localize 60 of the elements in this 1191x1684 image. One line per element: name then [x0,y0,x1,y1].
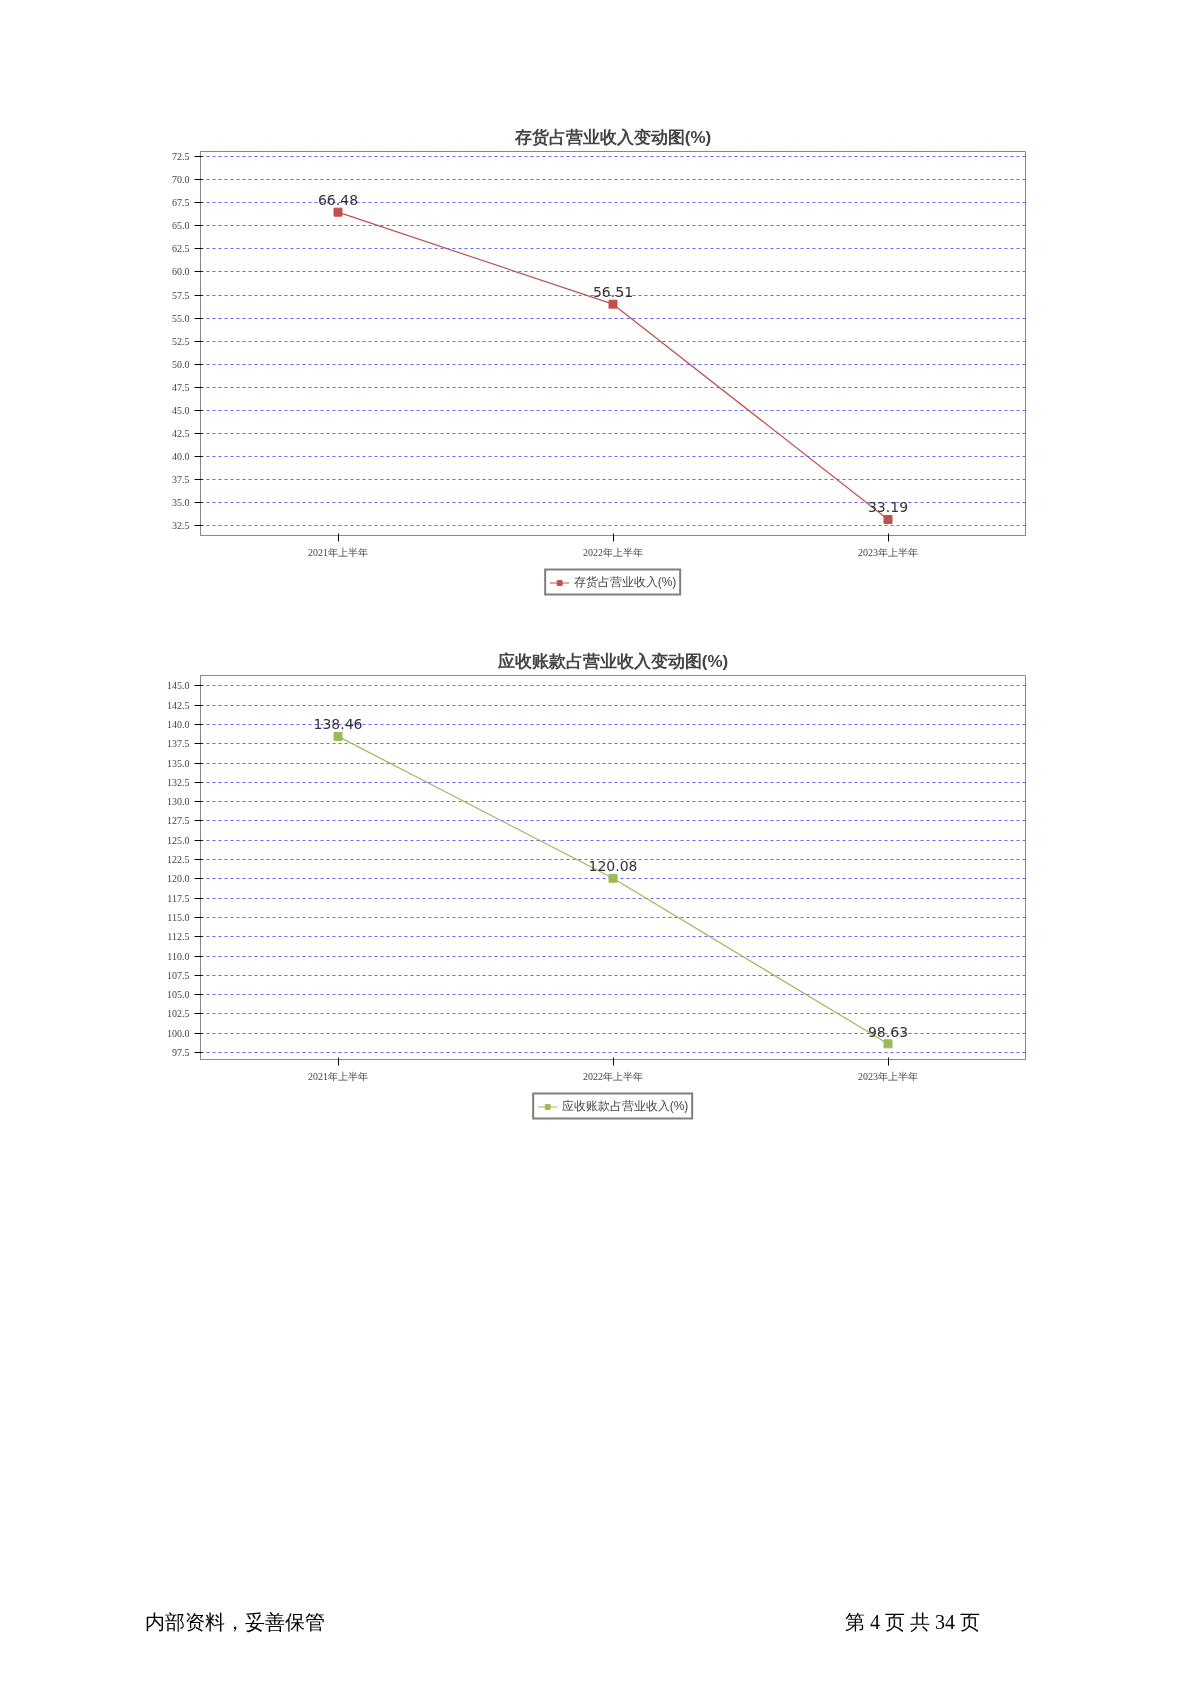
y-tick-label: 37.5 [172,474,190,486]
y-tick-label: 70.0 [172,174,190,186]
y-tick-label: 100.0 [167,1027,190,1039]
chart-title: 存货占营业收入变动图(%) [513,127,712,147]
legend-label: 存货占营业收入(%) [573,573,677,591]
text: 内部资料，妥善保管 [145,1611,325,1633]
y-tick-label: 142.5 [167,699,190,711]
y-tick-label: 140.0 [167,719,190,731]
y-tick-label: 117.5 [167,892,190,904]
chart-title: 应收账款占营业收入变动图(%) [496,651,729,671]
data-label: 120.08 [588,858,638,875]
point [608,873,618,883]
y-tick-label: 97.5 [172,1047,190,1059]
y-tick-label: 110.0 [167,950,190,962]
point [333,731,343,741]
y-tick-label: 50.0 [172,358,190,370]
y-tick-label: 132.5 [167,776,190,788]
y-tick-label: 120.0 [167,873,190,885]
y-tick-label: 122.5 [167,854,190,866]
y-tick-label: 42.5 [172,428,190,439]
x-tick-label: 2022年上半年 [583,1070,643,1082]
y-tick-label: 32.5 [172,520,190,532]
y-tick-label: 125.0 [167,834,190,846]
x-tick-label: 2023年上半年 [858,1070,918,1082]
y-tick-label: 65.0 [172,220,190,232]
x-tick-label: 2023年上半年 [858,546,918,558]
data-label: 66.48 [317,192,359,209]
y-tick-label: 102.5 [167,1008,190,1020]
data-label: 98.63 [867,1023,909,1040]
y-tick-label: 72.5 [172,151,190,163]
point [883,514,893,524]
data-label: 56.51 [592,284,634,301]
x-tick-label: 2022年上半年 [583,546,643,558]
y-tick-label: 105.0 [167,989,190,1001]
y-tick-label: 107.5 [167,969,190,981]
y-tick-label: 127.5 [167,815,190,827]
data-label: 138.46 [313,716,363,733]
x-tick-label: 2021年上半年 [308,546,368,558]
y-tick-label: 130.0 [167,796,190,808]
y-tick-label: 45.0 [172,404,190,416]
legend-label: 应收账款占营业收入(%) [561,1097,689,1115]
point [883,1039,893,1049]
y-tick-label: 57.5 [172,289,190,301]
y-tick-label: 35.0 [172,497,190,509]
y-tick-label: 60.0 [172,266,190,278]
text: 第 4 页 共 34 页 [845,1611,980,1633]
y-tick-label: 137.5 [167,738,190,750]
point [608,299,618,309]
y-tick-label: 115.0 [167,911,190,923]
y-tick-label: 135.0 [167,757,190,769]
y-tick-label: 145.0 [167,680,190,692]
x-tick-label: 2021年上半年 [308,1070,368,1082]
y-tick-label: 47.5 [172,381,190,393]
y-tick-label: 112.5 [167,931,190,943]
y-tick-label: 52.5 [172,335,190,347]
y-tick-label: 62.5 [172,243,190,255]
y-tick-label: 55.0 [172,312,190,324]
y-tick-label: 40.0 [172,451,190,463]
point [333,207,343,217]
y-tick-label: 67.5 [172,197,190,209]
